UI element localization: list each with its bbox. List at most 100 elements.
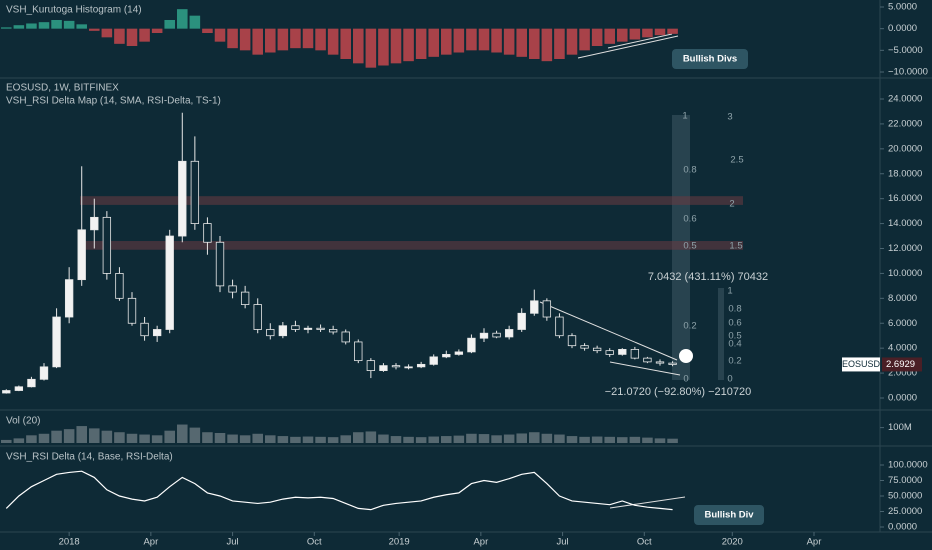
x-tick-label: 2020: [722, 537, 743, 548]
bar: [378, 28, 389, 66]
bar: [591, 436, 603, 443]
bar: [202, 28, 213, 33]
delta-map-label: 0.2: [683, 321, 696, 332]
candle-body: [291, 325, 300, 330]
bar: [453, 28, 465, 53]
candle-body: [605, 350, 614, 355]
candle-body: [504, 329, 514, 338]
delta-map-label: 1: [682, 111, 687, 122]
bar: [177, 9, 188, 29]
bar: [63, 429, 75, 443]
bar: [139, 28, 150, 42]
bar: [126, 28, 138, 46]
bar: [151, 28, 163, 33]
bar: [290, 436, 301, 443]
bar: [353, 28, 364, 64]
candle-body: [530, 300, 539, 314]
candle-body: [14, 386, 24, 391]
bar: [38, 22, 50, 29]
bar: [89, 428, 100, 443]
delta-map-label: 1.5: [729, 241, 742, 252]
delta-map-label: 0.6: [683, 214, 696, 225]
candle-body: [567, 335, 577, 347]
bar: [654, 438, 666, 443]
bar: [13, 438, 25, 443]
y-tick-label: 10.0000: [888, 268, 922, 279]
rsi-line: [5, 470, 673, 511]
candle-body: [542, 300, 552, 318]
bar: [114, 432, 125, 443]
delta-map-label: 0.5: [683, 241, 696, 252]
candle-body: [39, 366, 49, 380]
bar: [466, 433, 477, 443]
delta-map-label: 0.8: [683, 165, 696, 176]
y-tick-label: 20.0000: [888, 143, 922, 154]
bar: [1, 439, 12, 443]
delta-map-label: 0.5: [728, 331, 741, 342]
price-tag-value: 2.6929: [886, 359, 915, 370]
candle-body: [102, 216, 112, 274]
bar: [177, 424, 188, 443]
bar: [315, 28, 326, 51]
x-tick-label: Jul: [556, 537, 568, 548]
bar: [617, 437, 628, 443]
bar: [214, 28, 226, 42]
bar: [428, 436, 439, 443]
bar: [76, 426, 87, 443]
bar: [151, 435, 163, 443]
y-tick-label: 14.0000: [888, 218, 922, 229]
y-tick-label: 0.0000: [888, 522, 917, 533]
bar: [51, 20, 62, 29]
y-tick-label: 2.0000: [888, 368, 917, 379]
candle-body: [467, 337, 476, 353]
bar: [453, 435, 465, 443]
x-tick-label: Apr: [807, 537, 822, 548]
trend-line: [609, 361, 681, 376]
candle-body: [655, 361, 665, 364]
candle-body: [630, 349, 640, 359]
candle-body: [115, 273, 124, 299]
annotation: Bullish Divs: [683, 54, 737, 65]
candle-body: [354, 341, 363, 362]
bar: [126, 433, 138, 443]
bar: [415, 28, 427, 59]
bar: [579, 28, 590, 51]
candle-body: [278, 325, 288, 337]
candle-body: [203, 223, 212, 243]
delta-map-label: 2.5: [730, 155, 743, 166]
bar: [554, 28, 565, 59]
delta-map-label: 1: [727, 286, 732, 297]
candle-body: [366, 360, 376, 371]
x-tick-label: 2018: [59, 537, 80, 548]
panel-subtitle: VSH_RSI Delta Map (14, SMA, RSI-Delta, T…: [6, 96, 221, 107]
panel-title: VSH_RSI Delta (14, Base, RSI-Delta): [6, 452, 173, 463]
bar: [265, 435, 276, 443]
divergence-line: [607, 33, 673, 49]
candle-body: [416, 363, 426, 368]
bar: [617, 28, 628, 42]
candle-body: [379, 365, 388, 371]
y-tick-label: 18.0000: [888, 168, 922, 179]
bar: [26, 23, 37, 29]
bar: [604, 436, 615, 443]
bar: [441, 436, 452, 443]
bar: [629, 28, 641, 40]
bar: [491, 28, 502, 53]
delta-map-label: 3: [727, 112, 732, 123]
bar: [503, 28, 515, 55]
x-tick-label: Oct: [307, 537, 322, 548]
candle-body: [90, 216, 99, 231]
y-tick-label: 100.0000: [888, 460, 928, 471]
annotation-box: [672, 49, 748, 69]
bar: [315, 436, 326, 443]
bar: [591, 28, 603, 46]
candle-body: [404, 366, 413, 369]
y-tick-label: 12.0000: [888, 243, 922, 254]
bar: [642, 28, 653, 38]
bar: [265, 28, 276, 53]
candle-body: [215, 241, 225, 287]
candle-body: [165, 235, 174, 330]
bar: [1, 27, 12, 29]
delta-map-label: 0.6: [728, 318, 741, 329]
